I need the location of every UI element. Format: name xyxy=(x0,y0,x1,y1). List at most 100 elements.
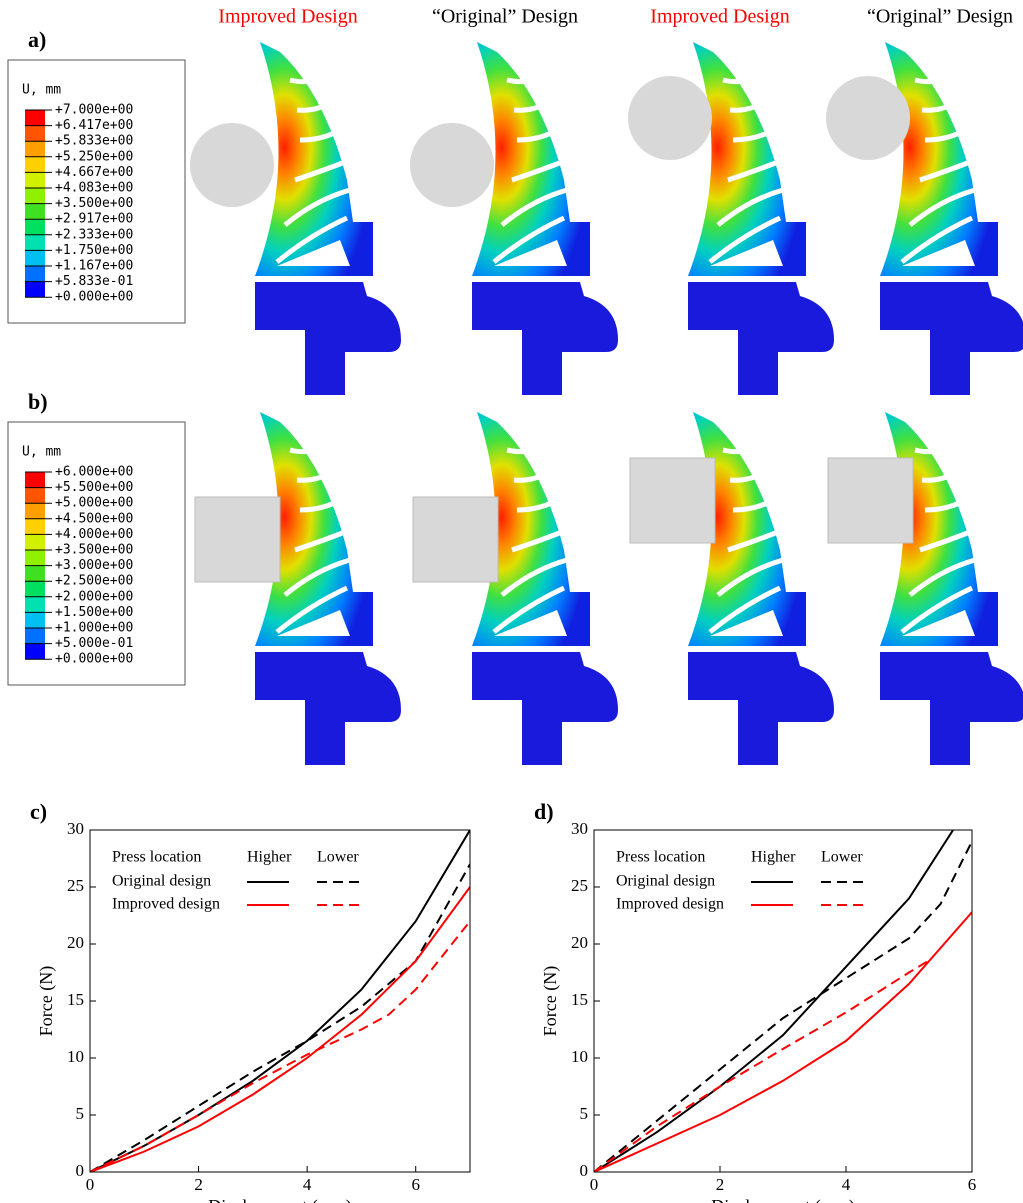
colorbar-swatch xyxy=(25,550,45,566)
legend-column: Lower xyxy=(821,849,863,866)
colorbar-label: +6.000e+00 xyxy=(55,465,133,480)
y-tick-label: 30 xyxy=(571,819,588,838)
legend-row: Original design xyxy=(112,873,211,890)
colorbar-swatch xyxy=(25,141,45,157)
colorbar-swatch xyxy=(25,643,45,660)
x-tick-label: 0 xyxy=(86,1175,95,1194)
x-axis-label: Displacement (mm) xyxy=(208,1196,351,1203)
legend-row: Improved design xyxy=(112,896,220,913)
colorbar-swatch xyxy=(25,219,45,235)
legend-row: Improved design xyxy=(616,896,724,913)
colorbar-swatch xyxy=(25,534,45,550)
colorbar-swatch xyxy=(25,628,45,644)
colorbar-swatch xyxy=(25,234,45,251)
y-tick-label: 25 xyxy=(571,876,588,895)
series-line xyxy=(594,960,929,1172)
y-tick-label: 20 xyxy=(67,933,84,952)
y-tick-label: 0 xyxy=(76,1161,85,1180)
colorbar-label: +5.833e+00 xyxy=(55,134,133,149)
colorbar-label: +0.000e+00 xyxy=(55,290,133,305)
colorbar-swatch xyxy=(25,188,45,204)
column-heading: “Original” Design xyxy=(867,6,1013,28)
column-heading: “Original” Design xyxy=(432,6,578,28)
colorbar-label: +3.000e+00 xyxy=(55,558,133,573)
panel-label: c) xyxy=(30,799,47,824)
colorbar-label: +3.500e+00 xyxy=(55,196,133,211)
legend-row: Original design xyxy=(616,873,715,890)
legend-column: Higher xyxy=(751,849,796,866)
x-tick-label: 6 xyxy=(968,1175,977,1194)
x-tick-label: 2 xyxy=(194,1175,203,1194)
colorbar-swatch xyxy=(25,472,45,488)
y-axis-label: Force (N) xyxy=(36,966,57,1036)
colorbar-swatch xyxy=(25,518,45,535)
colorbar-label: +4.000e+00 xyxy=(55,527,133,542)
colorbar-label: +1.000e+00 xyxy=(55,621,133,636)
colorbar-swatch xyxy=(25,266,45,282)
colorbar-label: +5.000e+00 xyxy=(55,496,133,511)
colorbar-swatch xyxy=(25,565,45,582)
y-tick-label: 5 xyxy=(580,1104,589,1123)
colorbar-swatch xyxy=(25,503,45,519)
y-axis-label: Force (N) xyxy=(540,966,561,1036)
colorbar-label: +4.667e+00 xyxy=(55,165,133,180)
colorbar-label: +5.000e-01 xyxy=(55,636,133,651)
colorbar-label: +5.500e+00 xyxy=(55,480,133,495)
colorbar-swatch xyxy=(25,612,45,628)
x-tick-label: 4 xyxy=(303,1175,312,1194)
colorbar-swatch xyxy=(25,125,45,142)
colorbar-swatch xyxy=(25,110,45,126)
y-tick-label: 0 xyxy=(580,1161,589,1180)
colorbar-swatch xyxy=(25,156,45,173)
series-line xyxy=(594,830,954,1172)
colorbar-label: +4.083e+00 xyxy=(55,181,133,196)
series-line xyxy=(594,911,972,1172)
colorbar-swatch xyxy=(25,596,45,613)
x-tick-label: 0 xyxy=(590,1175,599,1194)
colorbar-label: +2.917e+00 xyxy=(55,212,133,227)
legend-header: Press location xyxy=(616,849,705,866)
colorbar-swatch xyxy=(25,172,45,188)
colorbar-label: +0.000e+00 xyxy=(55,652,133,667)
panel-label: a) xyxy=(28,27,46,52)
colorbar-label: +5.833e-01 xyxy=(55,274,133,289)
series-line xyxy=(90,920,470,1172)
x-tick-label: 4 xyxy=(842,1175,851,1194)
y-tick-label: 5 xyxy=(76,1104,85,1123)
colorbar-label: +7.000e+00 xyxy=(55,103,133,118)
colorbar-swatch xyxy=(25,250,45,266)
x-tick-label: 6 xyxy=(411,1175,420,1194)
series-line xyxy=(594,840,972,1172)
plot-frame xyxy=(89,829,471,1173)
colorbar-swatch xyxy=(25,281,45,298)
colorbar-label: +3.500e+00 xyxy=(55,543,133,558)
y-tick-label: 10 xyxy=(67,1047,84,1066)
x-axis-label: Displacement (mm) xyxy=(711,1196,854,1203)
y-tick-label: 20 xyxy=(571,933,588,952)
legend-header: Press location xyxy=(112,849,201,866)
y-tick-label: 15 xyxy=(571,990,588,1009)
x-tick-label: 2 xyxy=(716,1175,725,1194)
simulation-images xyxy=(190,42,1023,765)
series-line xyxy=(90,886,470,1172)
y-tick-label: 15 xyxy=(67,990,84,1009)
legend-title: U, mm xyxy=(22,445,61,460)
y-tick-label: 30 xyxy=(67,819,84,838)
colorbar-label: +2.333e+00 xyxy=(55,227,133,242)
colorbar-label: +5.250e+00 xyxy=(55,149,133,164)
column-heading: Improved Design xyxy=(218,6,357,28)
colorbar-swatch xyxy=(25,203,45,220)
colorbar-label: +4.500e+00 xyxy=(55,511,133,526)
colorbar-swatch xyxy=(25,581,45,597)
y-tick-label: 25 xyxy=(67,876,84,895)
panel-label: d) xyxy=(534,799,554,824)
colorbar-label: +1.750e+00 xyxy=(55,243,133,258)
plot-frame xyxy=(593,829,973,1173)
colorbar-label: +1.500e+00 xyxy=(55,605,133,620)
panel-label: b) xyxy=(28,389,48,414)
colorbar-label: +1.167e+00 xyxy=(55,259,133,274)
colorbar-label: +6.417e+00 xyxy=(55,118,133,133)
y-tick-label: 10 xyxy=(571,1047,588,1066)
colorbar-swatch xyxy=(25,487,45,504)
